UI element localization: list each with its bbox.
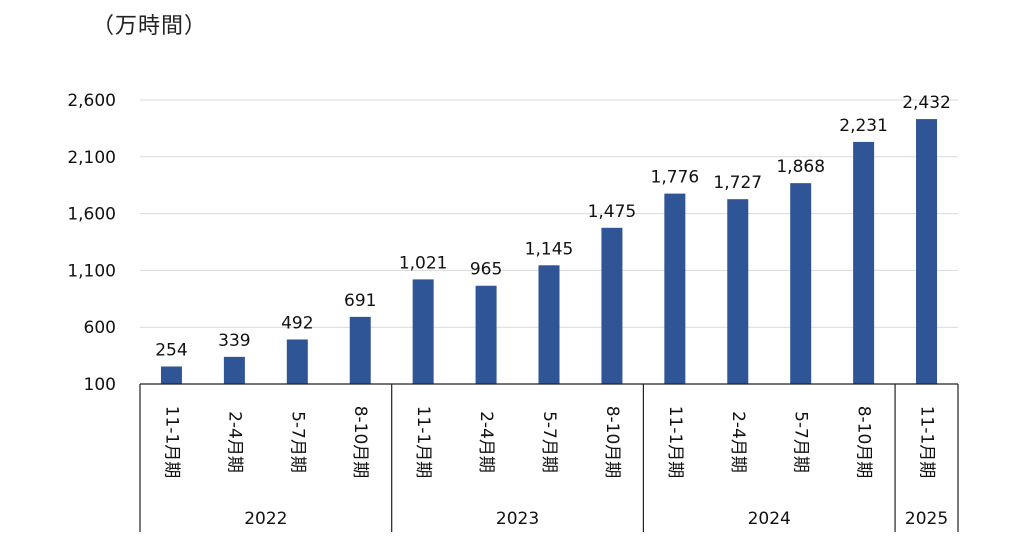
x-tick-label: 5-7月期: [791, 411, 811, 473]
data-label: 691: [344, 291, 376, 311]
group-label: 2025: [905, 509, 948, 529]
bar: [853, 141, 875, 384]
bar: [223, 356, 245, 384]
group-label: 2023: [496, 509, 539, 529]
y-tick-label: 2,100: [67, 148, 116, 168]
x-tick-label: 11-1月期: [917, 406, 937, 479]
x-tick-label: 5-7月期: [539, 411, 559, 473]
bar: [160, 366, 182, 384]
bar: [664, 193, 686, 384]
bar: [790, 183, 812, 384]
y-tick-label: 100: [84, 375, 116, 395]
data-label: 1,868: [776, 157, 825, 177]
x-tick-label: 8-10月期: [602, 406, 622, 479]
data-label: 1,727: [713, 173, 762, 193]
x-tick-label: 5-7月期: [287, 411, 307, 473]
y-tick-label: 1,600: [67, 205, 116, 225]
x-tick-label: 2-4月期: [476, 411, 496, 473]
x-tick-label: 8-10月期: [854, 406, 874, 479]
x-tick-label: 8-10月期: [350, 406, 370, 479]
bar: [286, 339, 308, 384]
x-tick-label: 2-4月期: [728, 411, 748, 473]
data-label: 492: [281, 313, 313, 333]
data-label: 1,776: [651, 168, 700, 188]
x-tick-label: 2-4月期: [224, 411, 244, 473]
data-label: 254: [155, 341, 187, 361]
x-tick-label: 11-1月期: [413, 406, 433, 479]
unit-label: （万時間）: [92, 14, 208, 39]
bar: [727, 199, 749, 384]
y-tick-label: 1,100: [67, 261, 116, 281]
data-label: 1,475: [588, 202, 637, 222]
group-label: 2022: [244, 509, 287, 529]
data-label: 1,021: [399, 253, 448, 273]
bar: [412, 279, 434, 384]
y-tick-label: 600: [84, 318, 116, 338]
data-label: 2,432: [902, 93, 951, 113]
bar: [349, 316, 371, 384]
y-tick-label: 2,600: [67, 91, 116, 111]
data-label: 965: [470, 260, 502, 280]
data-label: 339: [218, 331, 250, 351]
bar: [601, 227, 623, 384]
bar: [538, 265, 560, 384]
data-label: 2,231: [839, 116, 888, 136]
data-label: 1,145: [525, 239, 574, 259]
group-label: 2024: [748, 509, 791, 529]
bar: [916, 119, 938, 384]
x-tick-label: 11-1月期: [665, 406, 685, 479]
bar: [475, 285, 497, 384]
x-tick-label: 11-1月期: [161, 406, 181, 479]
